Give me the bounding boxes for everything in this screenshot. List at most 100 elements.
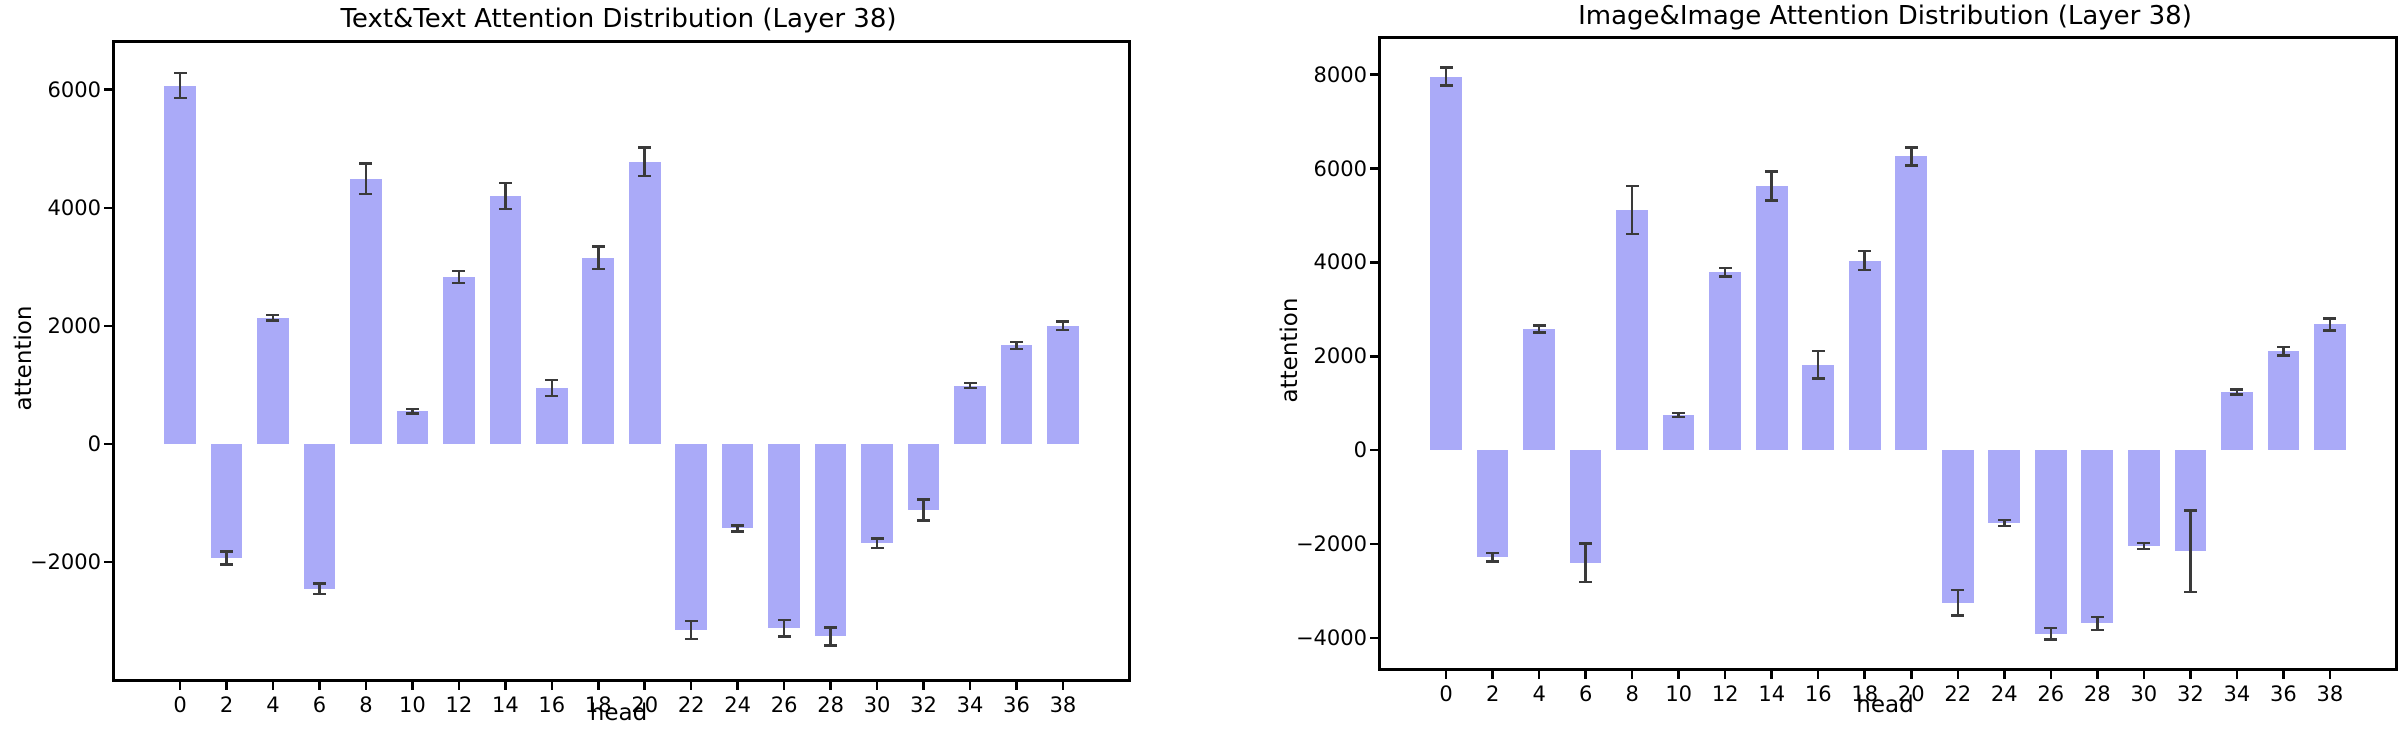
x-tick-mark xyxy=(643,682,646,690)
error-bar xyxy=(597,246,600,270)
y-tick-mark xyxy=(104,206,112,209)
x-tick-mark xyxy=(1910,671,1913,679)
error-bar-cap xyxy=(1625,232,1639,236)
error-bar xyxy=(1491,552,1494,562)
x-tick-mark xyxy=(1816,671,1820,679)
x-tick-mark xyxy=(1444,671,1448,679)
x-tick-mark xyxy=(1537,671,1541,679)
x-tick-mark xyxy=(689,682,693,690)
x-tick-mark xyxy=(875,682,879,690)
error-bar-cap xyxy=(591,245,605,248)
error-bar-cap xyxy=(1951,614,1965,617)
x-tick-mark xyxy=(1584,671,1587,679)
y-tick-label: 6000 xyxy=(1313,156,1367,181)
y-tick-mark xyxy=(104,324,112,328)
error-bar-cap xyxy=(2044,626,2058,630)
x-tick-label: 20 xyxy=(631,693,659,717)
error-bar-cap xyxy=(917,498,931,501)
error-bar xyxy=(1061,321,1065,330)
x-tick-mark xyxy=(782,682,786,690)
bar-head-18 xyxy=(1848,260,1881,451)
x-tick-mark xyxy=(736,682,739,690)
x-tick-mark xyxy=(1863,671,1866,679)
bar-head-38 xyxy=(2314,324,2346,451)
x-tick-label: 6 xyxy=(312,693,327,717)
x-tick-label: 30 xyxy=(863,693,891,717)
error-bar-cap xyxy=(2183,509,2197,512)
error-bar-cap xyxy=(545,394,559,398)
error-bar-cap xyxy=(2137,547,2151,551)
x-tick-label: 36 xyxy=(2269,682,2297,706)
y-tick-mark xyxy=(1370,448,1378,452)
x-tick-label: 0 xyxy=(1439,682,1453,706)
error-bar-cap xyxy=(1811,377,1825,380)
bar-head-8 xyxy=(1616,209,1648,451)
error-bar xyxy=(829,627,832,646)
y-tick-label: 0 xyxy=(1353,438,1367,463)
x-tick-mark xyxy=(1723,671,1727,679)
x-tick-label: 14 xyxy=(491,693,519,717)
y-tick-mark xyxy=(1370,542,1378,546)
error-bar xyxy=(875,538,879,548)
error-bar-cap xyxy=(1672,415,1686,419)
x-tick-mark xyxy=(829,682,832,690)
error-bar-cap xyxy=(917,519,931,522)
x-tick-label: 2 xyxy=(219,693,234,717)
error-bar-cap xyxy=(1765,170,1779,173)
bar-head-14 xyxy=(1755,185,1788,451)
error-bar xyxy=(1630,185,1634,234)
x-tick-label: 24 xyxy=(1990,682,2018,706)
error-bar-cap xyxy=(452,281,466,284)
x-tick-mark xyxy=(1015,682,1018,690)
error-bar-cap xyxy=(220,563,234,566)
error-bar-cap xyxy=(684,619,698,623)
y-tick-label: 0 xyxy=(87,431,101,456)
y-tick-label: 2000 xyxy=(47,313,101,338)
bar-head-4 xyxy=(1523,329,1555,451)
x-tick-label: 16 xyxy=(1804,682,1832,706)
error-bar-cap xyxy=(963,386,977,390)
bar-head-0 xyxy=(1430,76,1462,451)
x-tick-mark xyxy=(2003,671,2006,679)
error-bar-cap xyxy=(1811,349,1825,353)
error-bar xyxy=(178,73,182,98)
x-tick-label: 30 xyxy=(2130,682,2158,706)
error-bar-cap xyxy=(1858,249,1872,253)
x-tick-label: 18 xyxy=(1851,682,1879,706)
bar-head-10 xyxy=(396,411,429,444)
error-bar-cap xyxy=(266,319,280,322)
y-axis-label: attention xyxy=(1277,297,1303,403)
error-bar-cap xyxy=(2276,354,2290,357)
error-bar-cap xyxy=(1718,275,1732,278)
y-tick-label: 2000 xyxy=(1313,344,1367,369)
error-bar xyxy=(1723,268,1727,277)
bar-head-34 xyxy=(954,385,986,444)
error-bar xyxy=(1677,413,1680,417)
x-tick-label: 36 xyxy=(1003,693,1030,717)
error-bar-cap xyxy=(870,537,884,540)
bar-head-26 xyxy=(768,443,800,629)
error-bar-cap xyxy=(1997,518,2011,522)
error-bar xyxy=(2142,543,2146,549)
error-bar-cap xyxy=(452,269,466,273)
error-bar xyxy=(225,551,228,565)
x-tick-mark xyxy=(364,682,368,690)
error-bar-cap xyxy=(638,146,652,149)
x-tick-mark xyxy=(1630,671,1634,679)
y-tick-mark xyxy=(1370,636,1378,640)
bar-head-26 xyxy=(2034,450,2067,634)
x-tick-mark xyxy=(968,682,972,690)
error-bar xyxy=(922,499,925,521)
error-bar xyxy=(1816,351,1820,379)
error-bar-cap xyxy=(1625,184,1639,188)
x-tick-label: 34 xyxy=(956,693,984,717)
error-bar-cap xyxy=(2137,541,2151,545)
bar-head-6 xyxy=(303,443,336,589)
error-bar-cap xyxy=(312,582,326,585)
x-tick-label: 20 xyxy=(1897,682,1925,706)
error-bar-cap xyxy=(824,626,838,629)
bar-head-20 xyxy=(1895,156,1928,451)
x-tick-mark xyxy=(504,682,507,690)
x-tick-label: 8 xyxy=(359,693,373,717)
y-tick-mark xyxy=(104,88,112,91)
